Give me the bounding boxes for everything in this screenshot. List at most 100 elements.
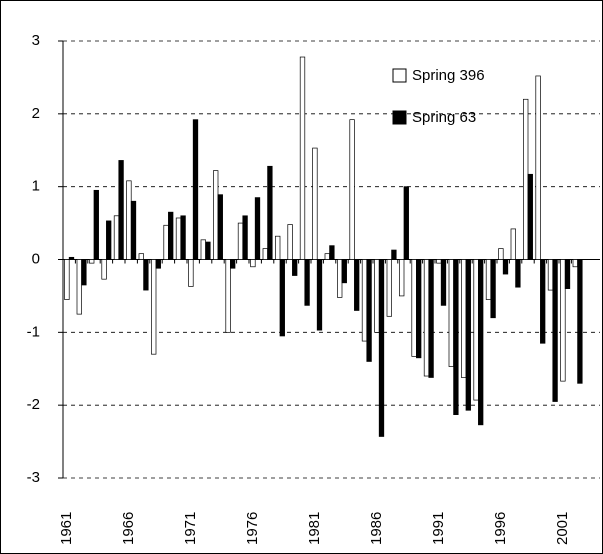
y-tick-label: -1	[27, 323, 40, 340]
legend-label: Spring 396	[412, 67, 485, 84]
bar	[411, 259, 417, 357]
bar	[386, 259, 392, 317]
bar	[527, 173, 533, 260]
y-tick-label: 0	[32, 250, 40, 267]
bar	[93, 189, 99, 260]
bar	[523, 98, 529, 260]
bar	[304, 259, 310, 306]
bar	[510, 228, 516, 260]
bar	[498, 248, 504, 260]
bar	[461, 259, 467, 378]
bar	[89, 259, 95, 264]
y-tick-label: 2	[32, 105, 40, 122]
bar	[354, 259, 360, 311]
bar	[337, 259, 343, 298]
bar	[399, 259, 405, 297]
x-tick-label: 1981	[306, 512, 323, 545]
y-tick-label: 3	[32, 32, 40, 49]
bar	[378, 259, 385, 437]
y-tick-label: -3	[27, 469, 40, 486]
bar	[423, 259, 430, 377]
bar	[101, 259, 107, 280]
legend-swatch	[392, 68, 407, 83]
bar	[200, 239, 206, 260]
bar	[242, 215, 248, 260]
bar	[366, 259, 372, 362]
x-tick-label: 1976	[244, 512, 261, 545]
bar	[436, 259, 442, 264]
bar	[188, 259, 194, 287]
y-tick-label: 1	[32, 178, 40, 195]
bar	[168, 211, 174, 260]
bar	[106, 220, 112, 260]
bar	[428, 259, 434, 378]
bar	[448, 259, 454, 367]
bar	[341, 259, 347, 284]
bar	[329, 245, 335, 260]
bar	[230, 259, 236, 269]
bar	[138, 253, 144, 260]
bar	[279, 259, 285, 337]
bar	[564, 259, 571, 289]
bar	[287, 224, 293, 260]
bar	[254, 197, 261, 260]
bar	[547, 259, 554, 291]
bar	[540, 259, 546, 344]
bar	[151, 259, 157, 355]
x-tick-label: 1966	[120, 512, 137, 545]
x-tick-label: 1991	[430, 512, 447, 545]
bar	[572, 259, 578, 268]
x-tick-label: 1986	[368, 512, 385, 545]
bar	[192, 119, 199, 260]
bar	[213, 170, 219, 260]
bar	[515, 259, 521, 288]
bar	[250, 259, 256, 268]
bar	[403, 186, 409, 260]
legend-label: Spring 63	[412, 109, 476, 126]
bar	[143, 259, 149, 291]
bar	[473, 259, 479, 401]
bar	[316, 259, 323, 331]
bar	[312, 147, 318, 260]
bar	[118, 160, 124, 260]
bar	[478, 259, 484, 426]
bar	[217, 194, 223, 260]
bar	[225, 259, 231, 333]
bar	[180, 215, 186, 260]
bar	[361, 259, 368, 342]
bar	[76, 259, 82, 315]
x-tick-label: 1971	[182, 512, 199, 545]
bar	[126, 180, 132, 260]
bar	[64, 259, 70, 300]
bar	[267, 165, 273, 260]
bar	[490, 259, 496, 319]
bar	[81, 259, 87, 286]
bar	[163, 224, 169, 260]
bar	[465, 259, 471, 411]
bar	[560, 259, 566, 382]
bar	[205, 241, 211, 260]
bar	[175, 217, 182, 260]
bar	[275, 235, 281, 260]
x-tick-label: 2001	[554, 512, 571, 545]
bar	[391, 249, 397, 260]
bar	[577, 259, 583, 384]
bar	[453, 259, 459, 415]
bar	[262, 248, 268, 260]
bar	[535, 75, 541, 260]
bar	[485, 259, 492, 300]
bar	[113, 215, 120, 260]
bar	[374, 259, 380, 333]
x-tick-label: 1961	[58, 512, 75, 545]
bar	[502, 259, 509, 275]
bar	[299, 56, 306, 260]
bar	[440, 259, 447, 306]
bar	[130, 200, 137, 260]
bar	[292, 259, 298, 276]
bar	[324, 253, 330, 260]
y-tick-label: -2	[27, 396, 40, 413]
legend-swatch	[392, 110, 407, 125]
bar	[237, 222, 244, 260]
bar	[68, 256, 75, 260]
